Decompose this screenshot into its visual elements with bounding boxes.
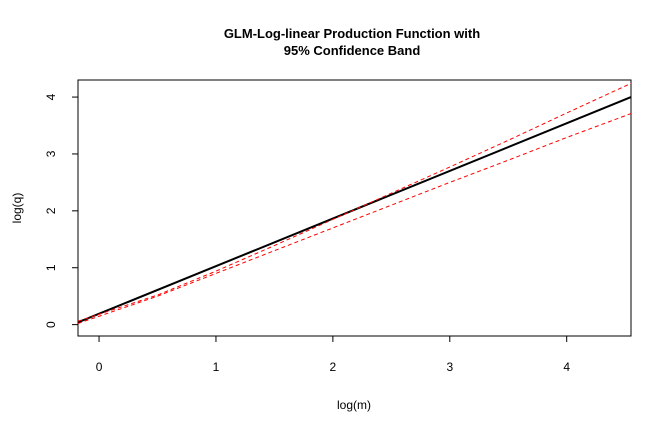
- y-tick-label: 0: [44, 321, 58, 328]
- chart-title-line-2: 95% Confidence Band: [284, 43, 421, 58]
- x-tick-label: 0: [96, 360, 103, 374]
- x-tick-label: 3: [446, 360, 453, 374]
- x-tick-label: 4: [563, 360, 570, 374]
- y-tick-label: 2: [44, 207, 58, 214]
- y-tick-label: 3: [44, 150, 58, 157]
- x-tick-label: 2: [330, 360, 337, 374]
- chart-title: GLM-Log-linear Production Function with …: [224, 26, 480, 58]
- y-axis-label: log(q): [10, 193, 24, 224]
- x-axis-label: log(m): [337, 398, 371, 412]
- y-tick-label: 1: [44, 264, 58, 271]
- data-layer: [77, 82, 632, 324]
- x-tick-label: 1: [213, 360, 220, 374]
- series-line-fit: [77, 96, 632, 324]
- x-axis: 0 1 2 3 4: [96, 336, 570, 374]
- y-tick-label: 4: [44, 93, 58, 100]
- y-axis: 0 1 2 3 4: [44, 93, 78, 328]
- series-line-upper: [77, 82, 632, 322]
- plot-frame: [77, 79, 632, 337]
- series-line-lower: [77, 113, 632, 324]
- chart-title-line-1: GLM-Log-linear Production Function with: [224, 26, 480, 41]
